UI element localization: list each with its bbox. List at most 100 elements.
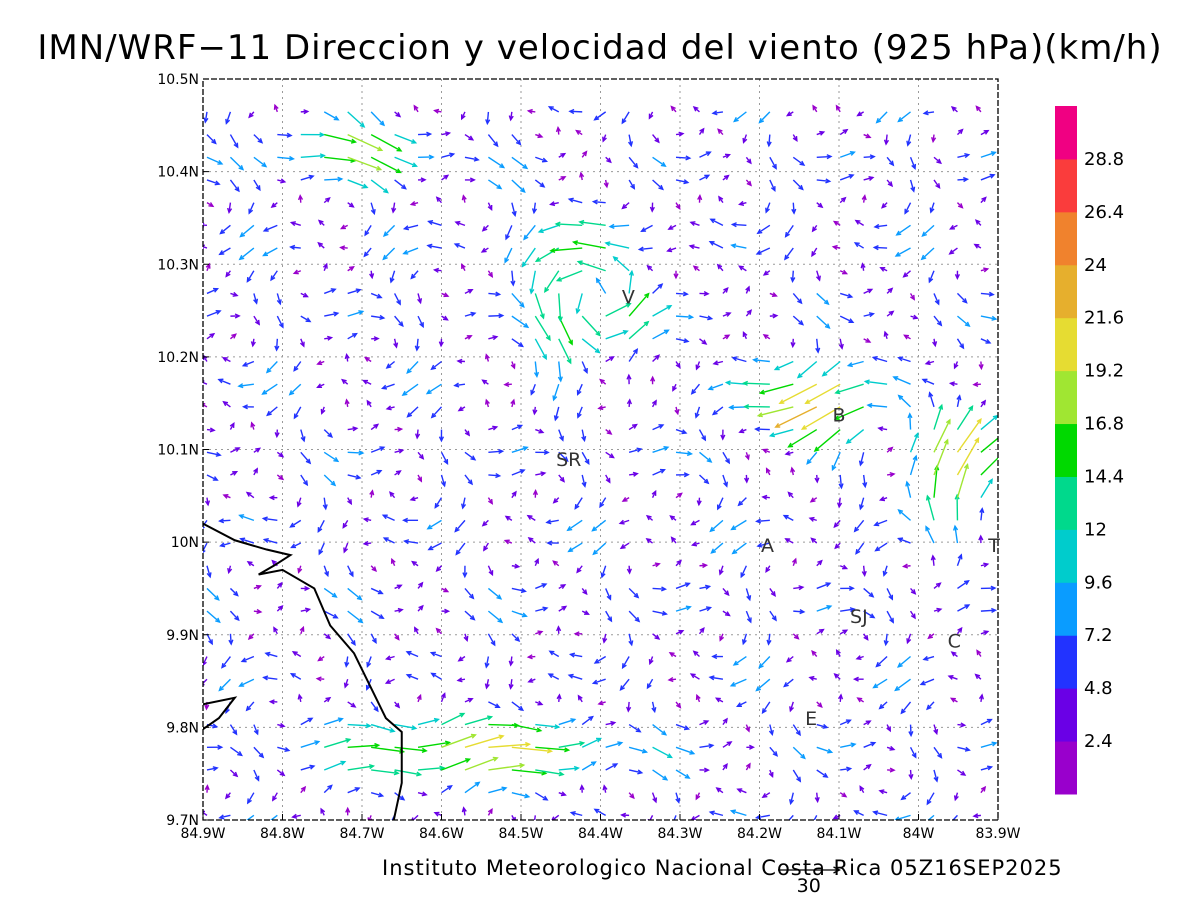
- wind-arrow: [347, 426, 359, 432]
- wind-arrow: [621, 202, 630, 210]
- wind-arrow: [953, 792, 959, 802]
- wind-arrow: [342, 519, 349, 529]
- wind-arrow: [292, 269, 302, 275]
- wind-arrow: [980, 478, 993, 499]
- wind-arrow: [323, 429, 334, 438]
- wind-arrow: [576, 260, 606, 272]
- wind-arrow: [980, 785, 987, 794]
- wind-arrow: [605, 429, 613, 435]
- wind-arrow: [755, 518, 770, 524]
- x-tick-label: 84.4W: [578, 826, 623, 842]
- wind-arrow: [414, 338, 420, 352]
- wind-arrow: [241, 360, 255, 367]
- wind-arrow: [743, 404, 770, 410]
- wind-arrow: [690, 383, 701, 395]
- wind-arrow: [246, 792, 255, 805]
- place-label: SJ: [850, 606, 868, 628]
- wind-arrow: [980, 315, 998, 321]
- colorbar-label: 9.6: [1084, 572, 1113, 593]
- wind-arrow: [722, 174, 730, 181]
- colorbar-label: 4.8: [1084, 678, 1113, 699]
- wind-arrow: [504, 247, 513, 264]
- wind-arrow: [900, 792, 911, 801]
- wind-arrow: [510, 361, 516, 370]
- wind-arrow: [508, 656, 514, 667]
- wind-arrow: [203, 111, 209, 124]
- wind-arrow: [863, 610, 876, 619]
- wind-arrow: [715, 787, 724, 794]
- wind-arrow: [317, 241, 325, 249]
- wind-arrow: [670, 105, 677, 113]
- wind-arrow: [605, 451, 615, 459]
- wind-arrow: [441, 174, 450, 181]
- x-tick-label: 83.9W: [975, 826, 1020, 842]
- wind-arrow: [933, 724, 939, 736]
- wind-arrow: [464, 429, 471, 437]
- wind-arrow: [463, 633, 469, 643]
- wind-arrow: [692, 105, 700, 113]
- wind-arrow: [928, 391, 935, 408]
- wind-arrow: [628, 269, 634, 294]
- x-tick-label: 84W: [903, 826, 935, 842]
- wind-arrow: [488, 291, 502, 297]
- wind-arrow: [347, 764, 376, 771]
- wind-arrow: [537, 224, 559, 234]
- wind-arrow: [627, 134, 634, 148]
- wind-arrow: [675, 701, 682, 709]
- wind-arrow: [402, 247, 419, 255]
- wind-arrow: [933, 179, 941, 190]
- wind-arrow: [433, 811, 442, 817]
- wind-arrow: [954, 493, 960, 521]
- wind-arrow: [699, 743, 715, 749]
- wind-arrow: [394, 723, 418, 731]
- wind-arrow: [872, 245, 888, 251]
- wind-arrow: [484, 656, 490, 669]
- wind-arrow: [366, 399, 372, 408]
- wind-arrow: [699, 562, 709, 569]
- wind-arrow: [581, 474, 587, 488]
- wind-arrow: [433, 108, 442, 114]
- wind-arrow: [503, 381, 512, 388]
- wind-arrow: [426, 519, 442, 530]
- wind-arrow: [604, 241, 630, 249]
- wind-arrow: [425, 383, 442, 395]
- wind-arrow: [821, 360, 841, 377]
- wind-arrow: [418, 131, 433, 137]
- wind-arrow: [523, 224, 536, 241]
- wind-arrow: [511, 134, 522, 146]
- wind-arrow: [535, 471, 547, 477]
- wind-arrow: [790, 466, 796, 476]
- wind-arrow: [957, 604, 971, 612]
- wind-arrow: [430, 406, 443, 419]
- wind-arrow: [487, 270, 494, 278]
- wind-arrow: [897, 111, 911, 123]
- colorbar-swatch: [1055, 317, 1077, 372]
- wind-arrow: [484, 679, 490, 690]
- wind-arrow: [248, 111, 255, 119]
- wind-arrow: [956, 405, 974, 430]
- wind-arrow: [535, 746, 571, 753]
- wind-arrow: [652, 329, 670, 340]
- colorbar-label: 12: [1084, 519, 1107, 540]
- wind-arrow: [875, 656, 888, 668]
- wind-arrow: [980, 267, 990, 273]
- wind-arrow: [978, 693, 984, 703]
- wind-arrow: [897, 537, 911, 544]
- wind-arrow: [774, 406, 818, 428]
- wind-arrow: [394, 426, 404, 432]
- wind-arrow: [347, 111, 366, 128]
- wind-arrow: [909, 432, 919, 453]
- wind-arrow: [271, 792, 278, 802]
- wind-arrow: [347, 265, 355, 272]
- wind-arrow: [405, 650, 419, 658]
- wind-arrow: [347, 474, 362, 480]
- wind-arrow: [784, 450, 794, 456]
- wind-arrow: [347, 633, 356, 647]
- wind-arrow: [814, 474, 820, 484]
- wind-arrow: [652, 562, 661, 568]
- wind-arrow: [894, 247, 911, 257]
- wind-arrow: [933, 769, 939, 783]
- coastline-path-south: [203, 696, 238, 731]
- wind-arrow: [427, 220, 442, 227]
- wind-arrow: [230, 447, 241, 453]
